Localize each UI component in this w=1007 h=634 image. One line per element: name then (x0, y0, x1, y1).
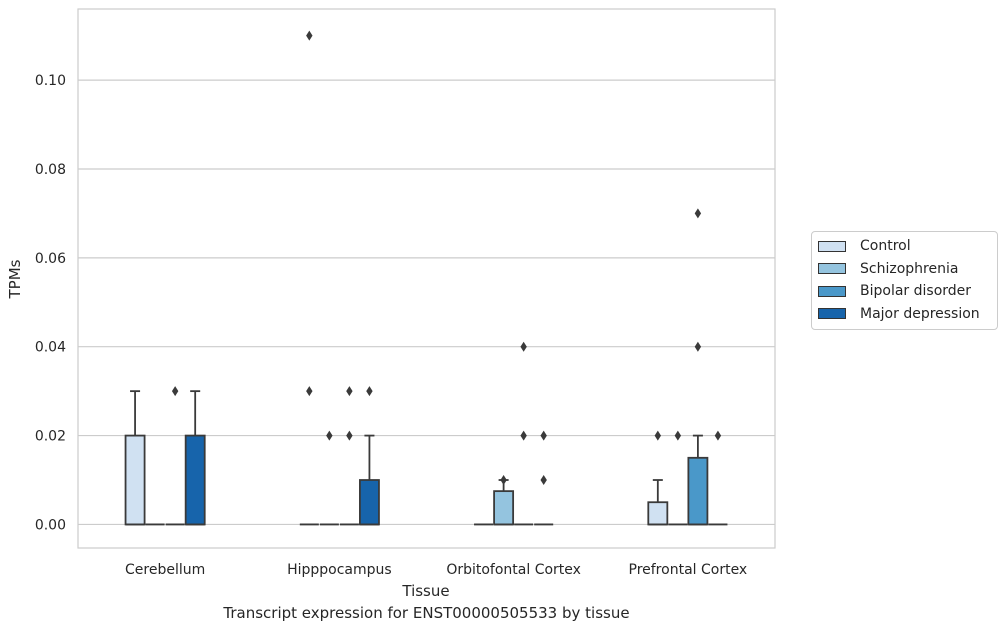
box-group (299, 30, 319, 526)
outlier-point (540, 430, 547, 441)
box-group (687, 208, 709, 526)
plot-area-frame (77, 8, 776, 549)
y-tick-label: 0.04 (35, 340, 66, 356)
box-group (165, 386, 185, 526)
box (359, 479, 380, 526)
x-tick-label: Orbitofontal Cortex (446, 562, 581, 578)
outlier-point (714, 430, 722, 441)
outlier-point (306, 386, 313, 397)
box-group (493, 475, 515, 526)
box (687, 456, 709, 526)
box-group (124, 390, 146, 526)
outlier-point (326, 430, 333, 441)
legend-label: Major depression (860, 305, 980, 322)
y-tick-labels: 0.00 0.02 0.04 0.06 0.08 0.10 (35, 73, 66, 533)
box-group (339, 386, 359, 526)
x-tick-labels: Cerebellum Hipppocampus Orbitofontal Corte… (125, 562, 747, 578)
boxes (124, 30, 728, 526)
outlier-point (674, 430, 682, 441)
box-group (668, 430, 688, 526)
y-tick-label: 0.10 (35, 73, 66, 89)
outlier-point (520, 430, 527, 441)
legend-label: Schizophrenia (860, 260, 959, 277)
box-group (359, 386, 380, 526)
box-group (534, 430, 554, 526)
outlier-point (366, 386, 373, 397)
box-group (184, 390, 206, 526)
legend-label: Bipolar disorder (860, 283, 972, 300)
box (124, 434, 146, 526)
y-tick-label: 0.06 (35, 251, 66, 267)
legend-item: Major depression (812, 303, 997, 326)
y-tick-label: 0.02 (35, 429, 66, 445)
legend-label: Control (860, 238, 911, 255)
box (184, 434, 206, 526)
outlier-point (346, 386, 353, 397)
legend-swatch (818, 308, 846, 320)
outlier-point (171, 386, 179, 397)
x-tick-label: Cerebellum (125, 562, 205, 578)
box-group (647, 430, 669, 526)
y-tick-label: 0.08 (35, 162, 66, 178)
y-axis-title: TPMs (6, 259, 24, 299)
outlier-point (500, 475, 507, 486)
legend-swatch (818, 285, 846, 297)
outlier-point (346, 430, 353, 441)
outlier-point (654, 430, 662, 441)
box-group (319, 430, 339, 526)
x-tick-label: Prefrontal Cortex (629, 562, 748, 578)
x-axis-title: Tissue (401, 582, 449, 600)
box (647, 501, 669, 526)
outlier-point (694, 208, 702, 219)
legend-swatch (818, 263, 846, 275)
chart-caption: Transcript expression for ENST0000050553… (223, 604, 630, 622)
outlier-point (694, 341, 702, 352)
x-tick-label: Hipppocampus (287, 562, 392, 578)
box-group (708, 430, 728, 526)
outlier-point (520, 341, 527, 352)
legend-item: Bipolar disorder (812, 280, 997, 303)
box-group (514, 341, 534, 526)
y-tick-label: 0.00 (35, 517, 66, 533)
box (493, 490, 515, 526)
outlier-point (540, 475, 547, 486)
legend: Control Schizophrenia Bipolar disorder Majo… (811, 231, 998, 330)
legend-swatch (818, 240, 846, 252)
legend-item: Control (812, 235, 997, 258)
outlier-point (306, 30, 313, 41)
legend-item: Schizophrenia (812, 258, 997, 281)
